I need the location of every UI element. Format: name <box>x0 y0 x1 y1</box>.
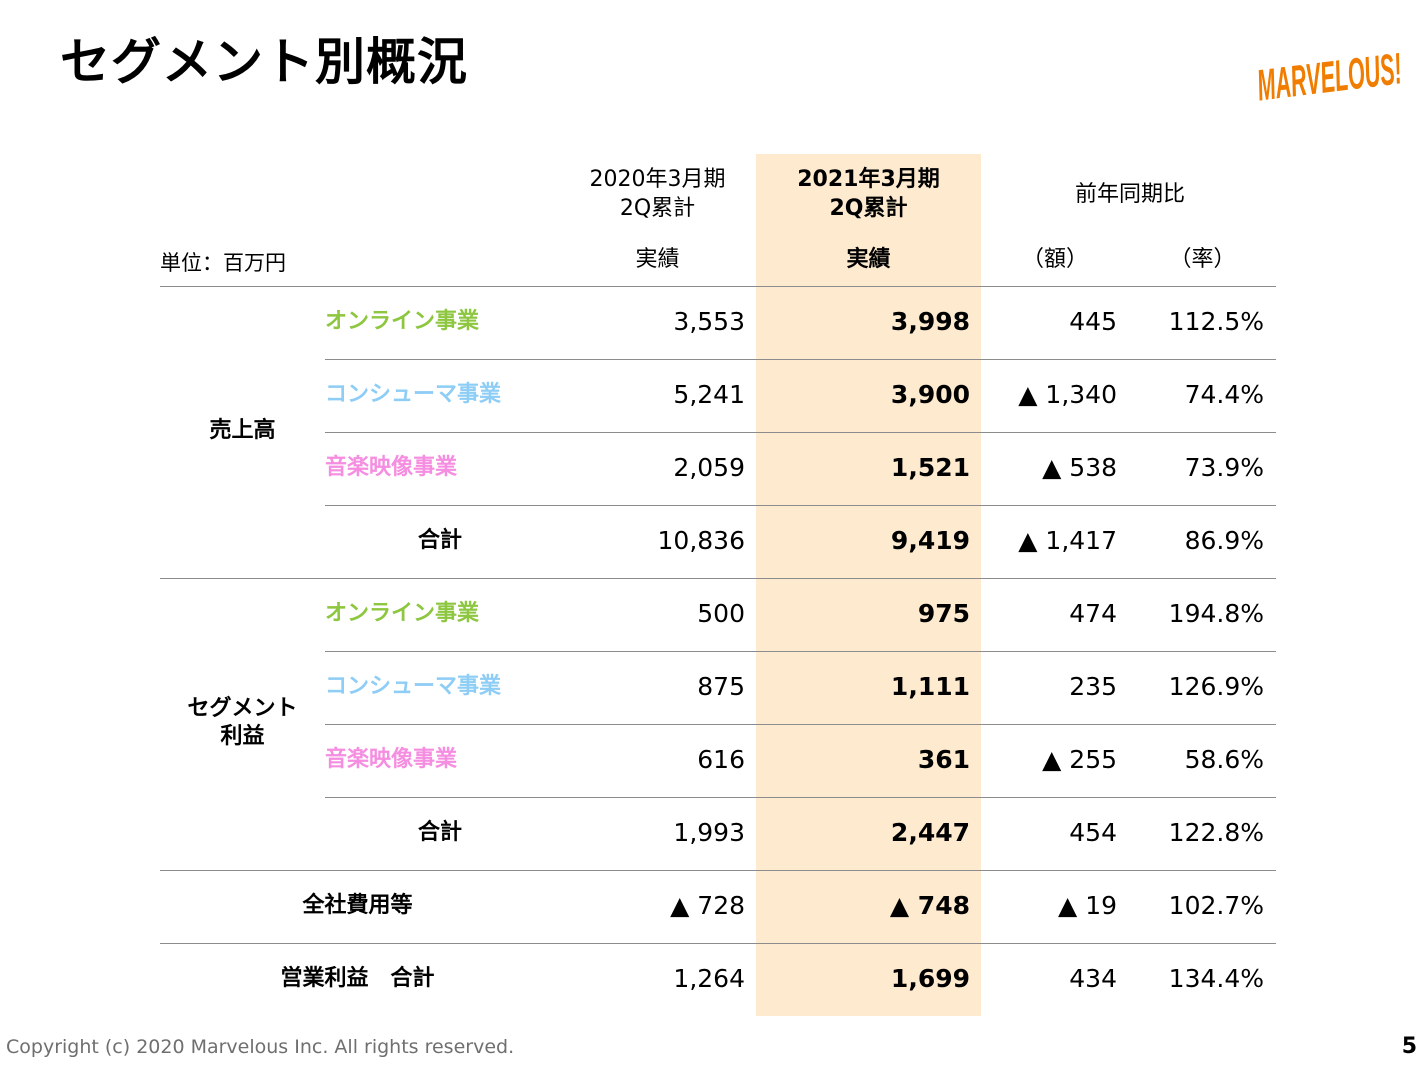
table-rule <box>160 578 1276 579</box>
table-rule <box>160 870 1276 871</box>
table-rule <box>325 651 1276 652</box>
current-period-highlight <box>756 154 981 1016</box>
table-rule <box>325 505 1276 506</box>
marvelous-logo: MARVELOUS! <box>1254 44 1404 102</box>
row-label-operating-income: 営業利益 合計 <box>280 966 435 991</box>
header-prev-line2: 2Q累計 <box>619 196 696 221</box>
cell-yoy-rate: 86.9% <box>1184 526 1264 555</box>
row-label-online: オンライン事業 <box>325 601 480 626</box>
row-label-music: 音楽映像事業 <box>325 455 458 480</box>
header-curr-period: 2021年3月期 2Q累計 <box>756 165 981 223</box>
group-segment-profit: セグメント 利益 <box>160 695 325 751</box>
row-label-profit-total: 合計 <box>417 820 462 845</box>
table-rule <box>325 797 1276 798</box>
cell-prev: 5,241 <box>673 380 745 409</box>
header-yoy-rate: （率） <box>1169 247 1236 272</box>
cell-prev: ▲ 728 <box>670 891 745 920</box>
cell-curr: 975 <box>917 599 970 628</box>
cell-yoy-amount: 474 <box>1069 599 1117 628</box>
cell-curr: 9,419 <box>890 526 970 555</box>
header-prev-sub: 実績 <box>635 247 680 272</box>
cell-prev: 1,993 <box>673 818 745 847</box>
cell-yoy-amount: ▲ 1,417 <box>1018 526 1117 555</box>
unit-label: 単位：百万円 <box>160 251 286 275</box>
cell-yoy-amount: ▲ 255 <box>1042 745 1117 774</box>
table-rule <box>160 943 1276 944</box>
cell-yoy-amount: ▲ 19 <box>1058 891 1117 920</box>
cell-prev: 3,553 <box>673 307 745 336</box>
cell-yoy-amount: 445 <box>1069 307 1117 336</box>
header-prev-line1: 2020年3月期 <box>589 167 726 192</box>
header-yoy: 前年同期比 <box>1074 182 1185 207</box>
header-yoy-amount: （額） <box>1021 247 1088 272</box>
header-curr-line1: 2021年3月期 <box>797 167 940 192</box>
cell-yoy-rate: 194.8% <box>1168 599 1264 628</box>
cell-curr: 1,521 <box>890 453 970 482</box>
cell-yoy-rate: 134.4% <box>1168 964 1264 993</box>
cell-yoy-rate: 58.6% <box>1184 745 1264 774</box>
cell-yoy-rate: 126.9% <box>1168 672 1264 701</box>
cell-prev: 10,836 <box>657 526 745 555</box>
cell-yoy-rate: 112.5% <box>1168 307 1264 336</box>
copyright-footer: Copyright (c) 2020 Marvelous Inc. All ri… <box>6 1036 515 1058</box>
cell-prev: 875 <box>697 672 745 701</box>
cell-curr: 3,900 <box>890 380 970 409</box>
logo-text: MARVELOUS! <box>1254 44 1404 102</box>
row-label-online: オンライン事業 <box>325 309 480 334</box>
row-label-music: 音楽映像事業 <box>325 747 458 772</box>
cell-yoy-rate: 74.4% <box>1184 380 1264 409</box>
cell-yoy-amount: 454 <box>1069 818 1117 847</box>
cell-prev: 1,264 <box>673 964 745 993</box>
cell-yoy-amount: 434 <box>1069 964 1117 993</box>
cell-yoy-rate: 73.9% <box>1184 453 1264 482</box>
page-title: セグメント別概況 <box>60 33 468 91</box>
cell-curr: 361 <box>917 745 970 774</box>
cell-yoy-rate: 102.7% <box>1168 891 1264 920</box>
table-rule <box>160 286 1276 287</box>
row-label-consumer: コンシューマ事業 <box>325 674 502 699</box>
cell-curr: 3,998 <box>890 307 970 336</box>
cell-curr: 2,447 <box>890 818 970 847</box>
cell-yoy-amount: 235 <box>1069 672 1117 701</box>
table-rule <box>325 724 1276 725</box>
header-curr-line2: 2Q累計 <box>829 196 908 221</box>
cell-yoy-rate: 122.8% <box>1168 818 1264 847</box>
page-number: 5 <box>1401 1034 1417 1059</box>
cell-prev: 500 <box>697 599 745 628</box>
table-rule <box>325 359 1276 360</box>
group-sales: 売上高 <box>209 418 276 443</box>
group-segment-profit-line1: セグメント <box>187 696 298 721</box>
cell-curr: ▲ 748 <box>889 891 970 920</box>
cell-curr: 1,699 <box>890 964 970 993</box>
group-segment-profit-line2: 利益 <box>220 724 265 749</box>
header-prev-period: 2020年3月期 2Q累計 <box>560 165 755 223</box>
table-rule <box>325 432 1276 433</box>
row-label-sales-total: 合計 <box>417 528 462 553</box>
row-label-corporate-expenses: 全社費用等 <box>302 893 413 918</box>
header-curr-sub: 実績 <box>846 247 891 272</box>
cell-prev: 2,059 <box>673 453 745 482</box>
cell-prev: 616 <box>697 745 745 774</box>
cell-yoy-amount: ▲ 1,340 <box>1018 380 1117 409</box>
cell-curr: 1,111 <box>890 672 970 701</box>
row-label-consumer: コンシューマ事業 <box>325 382 502 407</box>
cell-yoy-amount: ▲ 538 <box>1042 453 1117 482</box>
